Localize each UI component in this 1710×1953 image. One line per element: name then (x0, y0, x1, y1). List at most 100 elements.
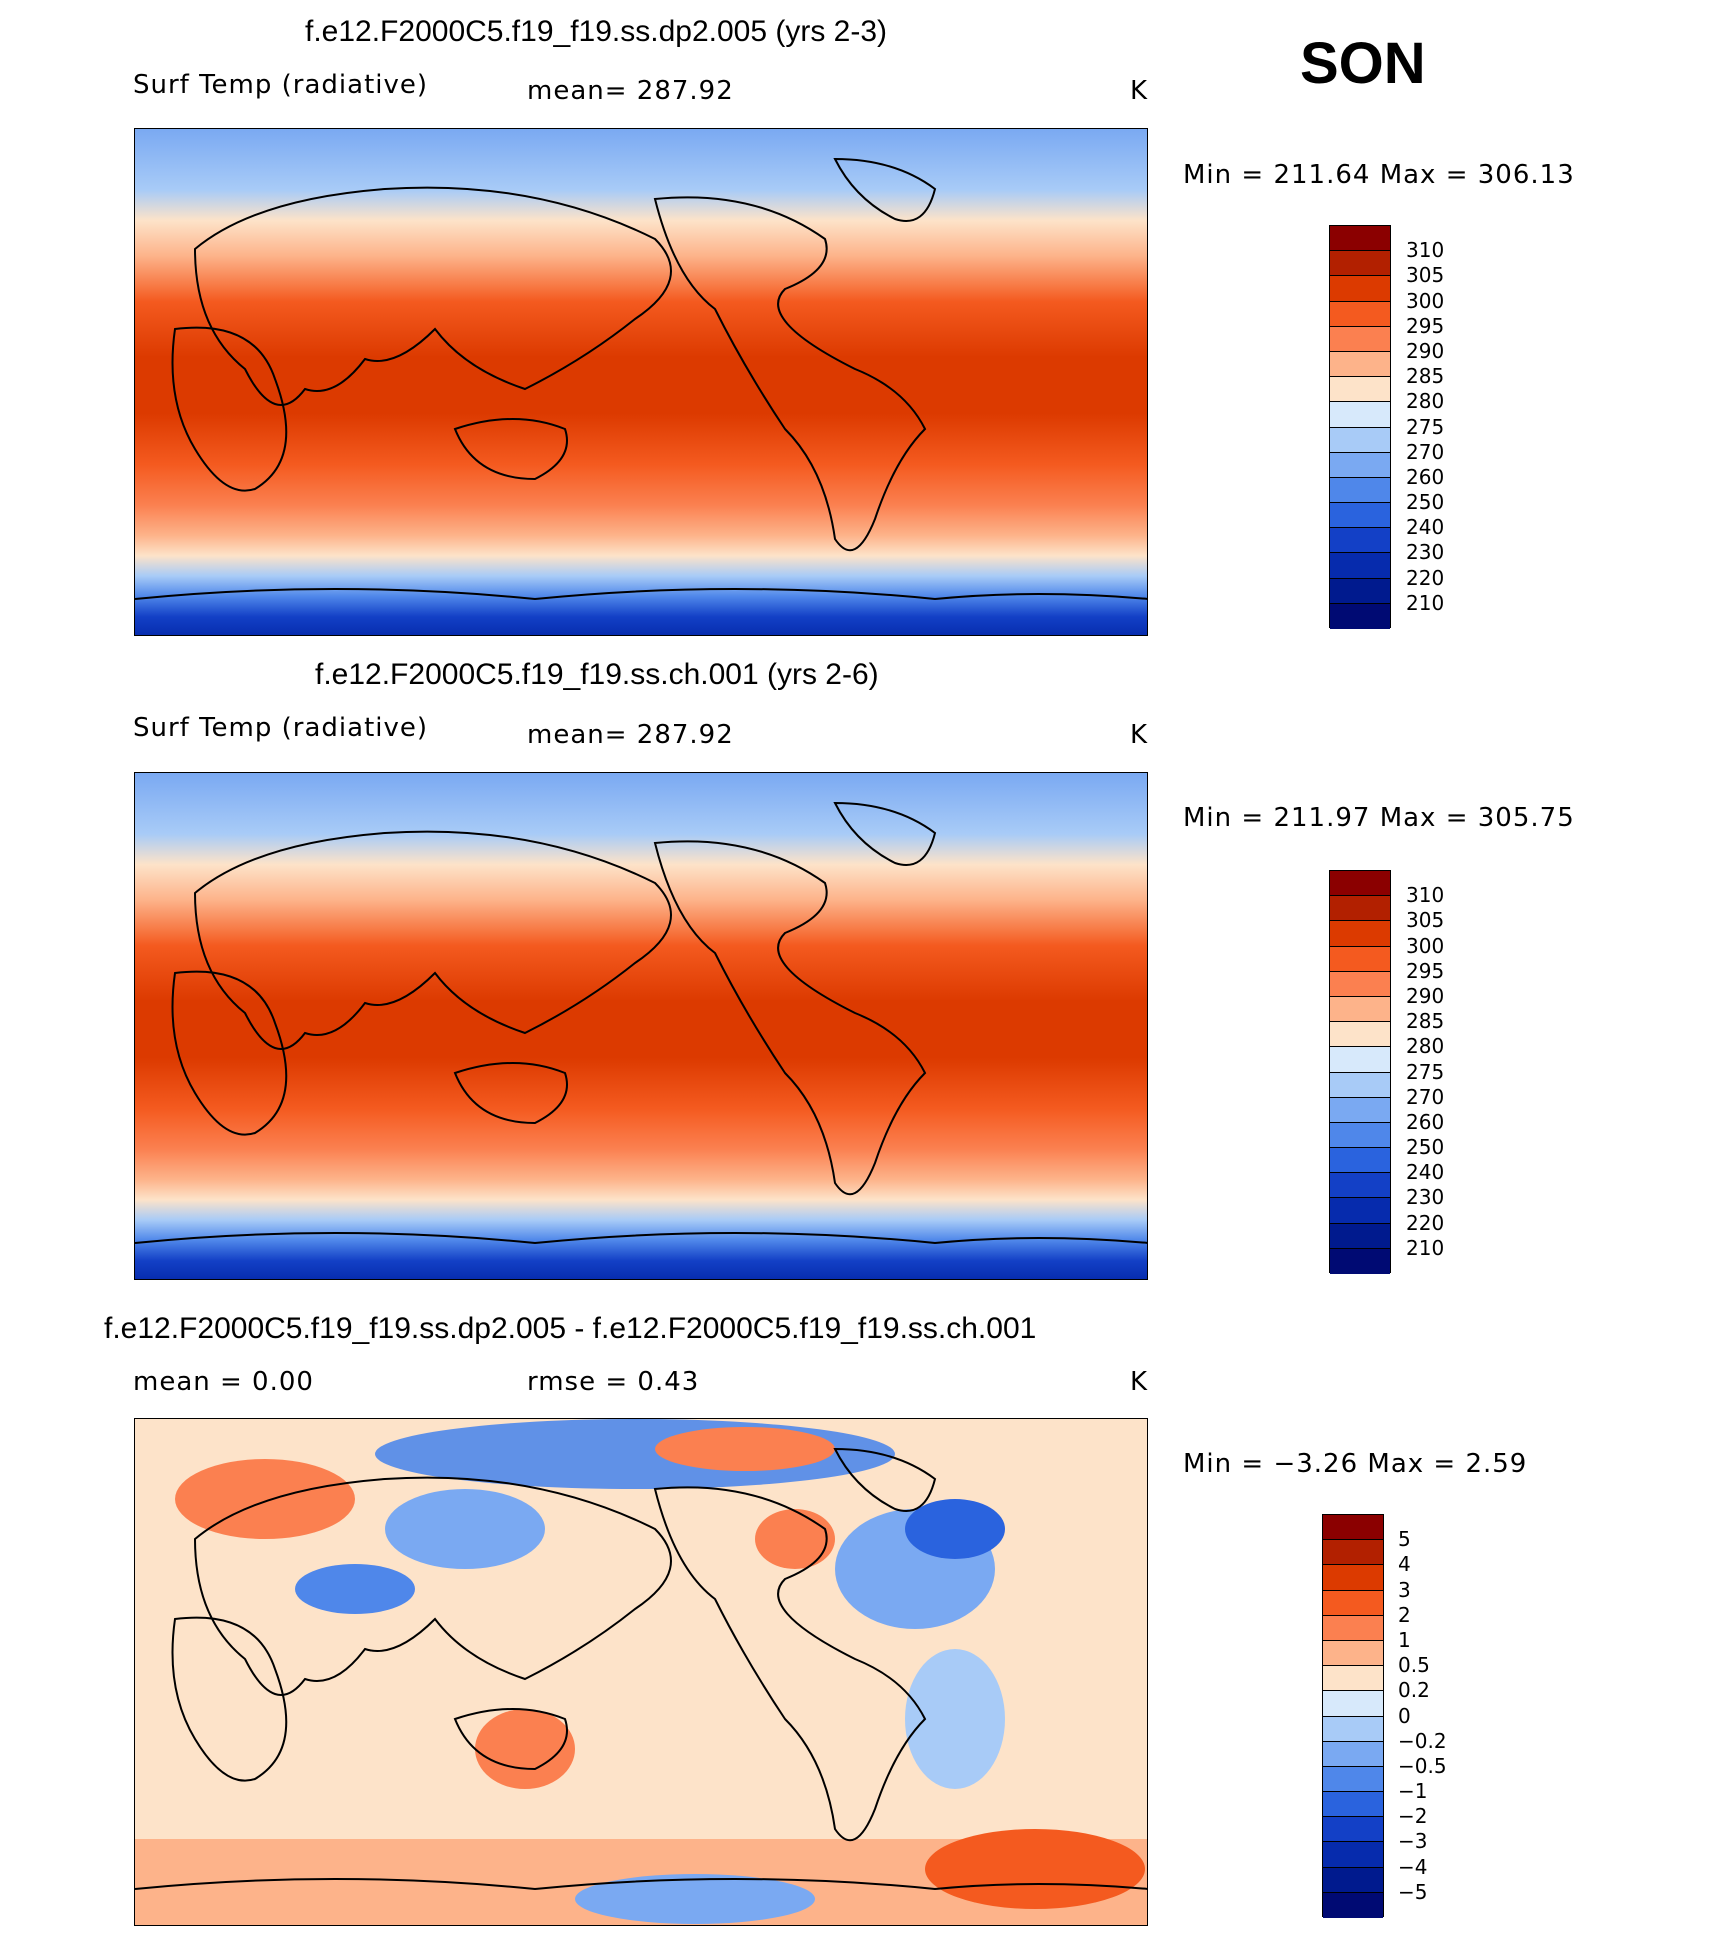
colorbar-tick-label: −0.5 (1398, 1753, 1447, 1778)
colorbar-segment (1323, 1691, 1383, 1717)
colorbar (1322, 1514, 1384, 1918)
colorbar-segment (1330, 1223, 1390, 1249)
colorbar-segment (1323, 1741, 1383, 1767)
mean-label: mean= 287.92 (527, 720, 734, 750)
colorbar-segment (1330, 402, 1390, 428)
rmse-label: rmse = 0.43 (527, 1367, 700, 1397)
colorbar-tick-label: 310 (1406, 883, 1445, 908)
colorbar-tick-label: 285 (1406, 364, 1445, 389)
colorbar-tick-label: 300 (1406, 933, 1445, 958)
colorbar-tick-label: −5 (1398, 1879, 1428, 1904)
colorbar-segment (1323, 1716, 1383, 1742)
variable-label: Surf Temp (radiative) (133, 713, 429, 743)
colorbar-tick-label: 260 (1406, 1109, 1445, 1134)
colorbar-tick-label: 275 (1406, 1059, 1445, 1084)
colorbar-tick-label: 260 (1406, 464, 1445, 489)
colorbar-segment (1330, 427, 1390, 453)
colorbar-segment (1330, 1047, 1390, 1073)
colorbar-segment (1330, 326, 1390, 352)
colorbar-segment (1330, 553, 1390, 579)
colorbar-segment (1330, 1122, 1390, 1149)
colorbar-segment (1330, 871, 1390, 897)
colorbar-segment (1330, 226, 1390, 252)
colorbar-segment (1330, 1248, 1390, 1274)
colorbar-segment (1323, 1666, 1383, 1692)
colorbar-tick-label: 250 (1406, 1135, 1445, 1160)
colorbar-segment (1323, 1867, 1383, 1893)
colorbar-segment (1323, 1792, 1383, 1818)
temperature-map (134, 128, 1148, 636)
colorbar-segment (1330, 896, 1390, 922)
colorbar-segment (1330, 1097, 1390, 1123)
colorbar-segment (1323, 1766, 1383, 1793)
colorbar-segment (1330, 1198, 1390, 1224)
colorbar-tick-label: 280 (1406, 389, 1445, 414)
panel-title: f.e12.F2000C5.f19_f19.ss.ch.001 (yrs 2-6… (315, 658, 879, 691)
mean-label: mean = 0.00 (133, 1367, 314, 1397)
colorbar-segment (1323, 1892, 1383, 1918)
units-label: K (1130, 720, 1149, 750)
colorbar-tick-label: 1 (1398, 1627, 1411, 1652)
colorbar-tick-label: 220 (1406, 565, 1445, 590)
colorbar-tick-label: 295 (1406, 313, 1445, 338)
colorbar-segment (1330, 1072, 1390, 1098)
colorbar-tick-label: 280 (1406, 1034, 1445, 1059)
colorbar-tick-label: 240 (1406, 1160, 1445, 1185)
colorbar-segment (1330, 351, 1390, 378)
colorbar-segment (1330, 477, 1390, 504)
colorbar-tick-label: 210 (1406, 590, 1445, 615)
map-field (135, 1419, 1147, 1925)
units-label: K (1130, 76, 1149, 106)
colorbar-segment (1330, 251, 1390, 277)
colorbar-segment (1330, 503, 1390, 529)
colorbar-segment (1323, 1540, 1383, 1566)
colorbar-segment (1330, 921, 1390, 947)
min-max-label: Min = −3.26 Max = 2.59 (1183, 1449, 1528, 1479)
colorbar (1329, 225, 1391, 629)
colorbar-tick-label: 0.2 (1398, 1678, 1430, 1703)
colorbar-tick-label: 310 (1406, 238, 1445, 263)
colorbar-segment (1323, 1515, 1383, 1541)
colorbar-tick-label: 275 (1406, 414, 1445, 439)
colorbar-tick-label: −1 (1398, 1779, 1428, 1804)
colorbar-segment (1323, 1640, 1383, 1667)
colorbar-tick-label: 300 (1406, 288, 1445, 313)
colorbar-tick-label: 240 (1406, 515, 1445, 540)
colorbar-segment (1330, 578, 1390, 604)
colorbar-tick-label: 230 (1406, 540, 1445, 565)
colorbar-segment (1330, 377, 1390, 403)
colorbar-segment (1323, 1565, 1383, 1591)
colorbar-tick-label: 4 (1398, 1552, 1411, 1577)
colorbar-segment (1323, 1590, 1383, 1616)
colorbar-segment (1323, 1615, 1383, 1641)
map-field (135, 773, 1147, 1279)
colorbar-segment (1330, 603, 1390, 629)
colorbar-tick-label: 295 (1406, 958, 1445, 983)
min-max-label: Min = 211.97 Max = 305.75 (1183, 803, 1575, 833)
colorbar-tick-label: 3 (1398, 1577, 1411, 1602)
colorbar-segment (1330, 1173, 1390, 1199)
colorbar-tick-label: 250 (1406, 490, 1445, 515)
colorbar-tick-label: 230 (1406, 1185, 1445, 1210)
min-max-label: Min = 211.64 Max = 306.13 (1183, 160, 1575, 190)
colorbar-tick-label: 285 (1406, 1009, 1445, 1034)
colorbar-tick-label: 220 (1406, 1210, 1445, 1235)
colorbar-tick-label: −4 (1398, 1854, 1428, 1879)
mean-label: mean= 287.92 (527, 76, 734, 106)
colorbar-segment (1330, 452, 1390, 478)
colorbar (1329, 870, 1391, 1274)
panel-title: f.e12.F2000C5.f19_f19.ss.dp2.005 - f.e12… (104, 1312, 1037, 1345)
temperature-map (134, 772, 1148, 1280)
colorbar-segment (1330, 996, 1390, 1023)
colorbar-tick-label: −3 (1398, 1829, 1428, 1854)
colorbar-tick-label: −0.2 (1398, 1728, 1447, 1753)
difference-map (134, 1418, 1148, 1926)
colorbar-tick-label: 270 (1406, 439, 1445, 464)
colorbar-segment (1330, 528, 1390, 554)
colorbar-segment (1330, 1148, 1390, 1174)
colorbar-segment (1330, 971, 1390, 997)
colorbar-tick-label: 0.5 (1398, 1653, 1430, 1678)
colorbar-tick-label: 290 (1406, 983, 1445, 1008)
units-label: K (1130, 1367, 1149, 1397)
colorbar-tick-label: 305 (1406, 263, 1445, 288)
